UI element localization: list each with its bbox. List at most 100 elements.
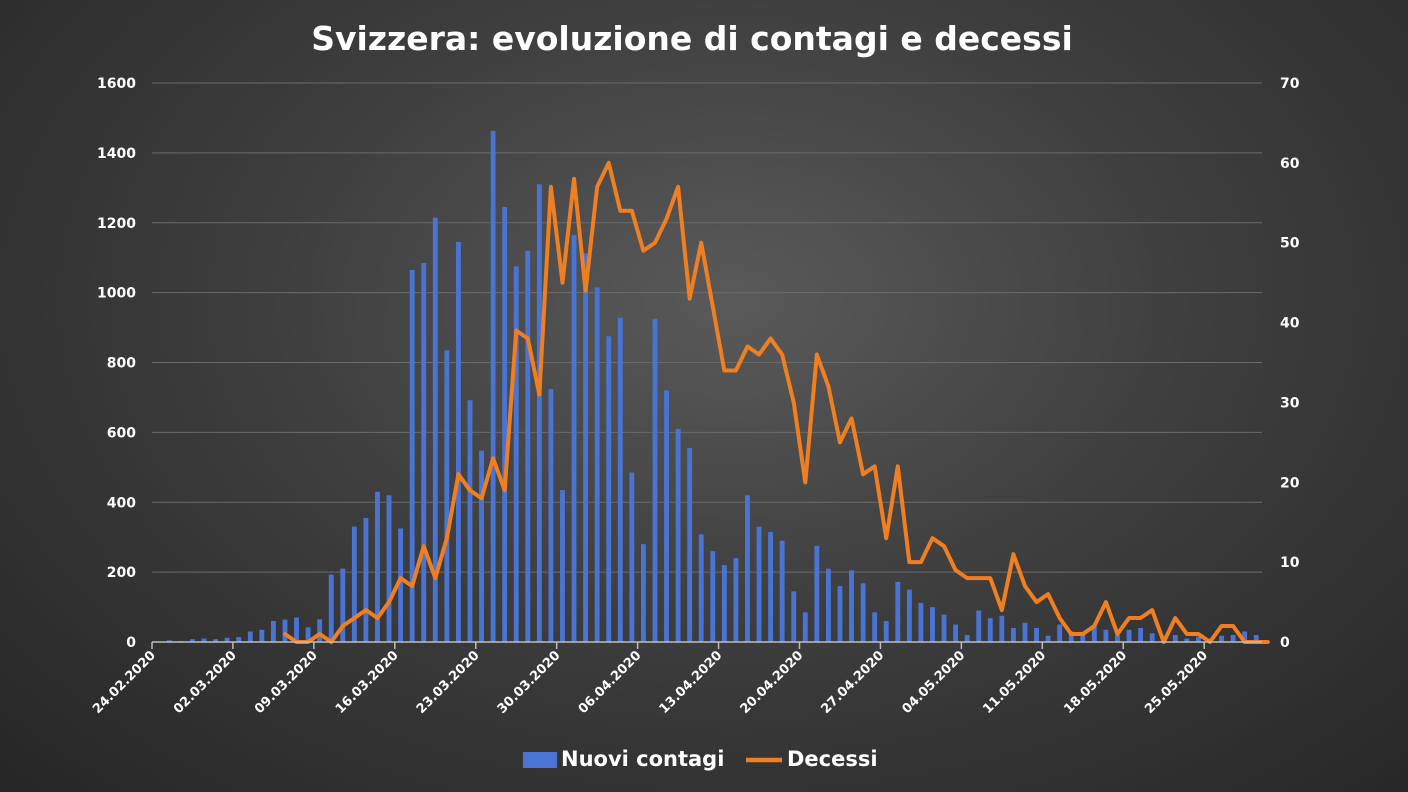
- bar-nuovi-contagi: [756, 526, 762, 642]
- bar-nuovi-contagi: [825, 568, 831, 642]
- right-tick-label: 0: [1280, 635, 1290, 651]
- right-tick-label: 70: [1280, 76, 1300, 92]
- bar-nuovi-contagi: [1034, 628, 1039, 642]
- left-tick-label: 400: [107, 495, 136, 511]
- bar-nuovi-contagi: [953, 624, 959, 642]
- x-tick-label: 13.04.2020: [657, 648, 726, 717]
- right-tick-label: 40: [1280, 316, 1300, 332]
- bar-nuovi-contagi: [814, 545, 820, 642]
- bar-nuovi-contagi: [976, 610, 982, 642]
- bar-nuovi-contagi: [294, 617, 299, 642]
- bar-nuovi-contagi: [987, 618, 993, 642]
- bar-nuovi-contagi: [455, 241, 461, 642]
- bars-nuovi-contagi: [155, 130, 1259, 643]
- left-tick-label: 0: [126, 635, 136, 651]
- right-y-axis: 0 10 20 30 40 50 60 70: [1280, 76, 1300, 651]
- bar-nuovi-contagi: [270, 621, 276, 642]
- bar-nuovi-contagi: [594, 287, 600, 642]
- bar-nuovi-contagi: [236, 637, 242, 642]
- line-decessi-path: [282, 160, 1270, 644]
- bar-nuovi-contagi: [1045, 635, 1051, 642]
- bar-nuovi-contagi: [629, 472, 635, 642]
- left-tick-label: 1400: [97, 146, 136, 162]
- bar-nuovi-contagi: [964, 635, 970, 642]
- left-tick-label: 1000: [97, 286, 136, 302]
- legend: Nuovi contagi Decessi: [523, 747, 878, 771]
- bar-nuovi-contagi: [1149, 633, 1155, 642]
- bar-nuovi-contagi: [479, 450, 484, 642]
- legend-label-decessi: Decessi: [787, 747, 878, 771]
- bar-nuovi-contagi: [502, 207, 508, 642]
- bar-nuovi-contagi: [906, 589, 912, 642]
- bar-nuovi-contagi: [536, 184, 542, 642]
- gridlines: [152, 82, 1262, 573]
- bar-nuovi-contagi: [675, 428, 681, 642]
- bar-nuovi-contagi: [837, 586, 843, 642]
- bar-nuovi-contagi: [1091, 626, 1097, 642]
- bar-nuovi-contagi: [409, 269, 415, 642]
- bar-nuovi-contagi: [1080, 633, 1086, 642]
- bar-nuovi-contagi: [201, 638, 207, 642]
- bar-nuovi-contagi: [860, 583, 866, 642]
- bar-nuovi-contagi: [190, 639, 195, 642]
- bar-nuovi-contagi: [386, 495, 392, 642]
- bar-nuovi-contagi: [305, 627, 311, 642]
- bar-nuovi-contagi: [687, 448, 693, 642]
- bar-nuovi-contagi: [1103, 629, 1109, 642]
- bar-nuovi-contagi: [1022, 622, 1028, 642]
- bar-nuovi-contagi: [548, 389, 554, 642]
- x-tick-label: 18.05.2020: [1061, 648, 1130, 717]
- bar-nuovi-contagi: [1068, 631, 1074, 642]
- bar-nuovi-contagi: [710, 551, 716, 642]
- bar-nuovi-contagi: [791, 591, 797, 642]
- right-tick-label: 20: [1280, 475, 1300, 491]
- bar-nuovi-contagi: [872, 612, 878, 642]
- bar-nuovi-contagi: [467, 400, 473, 642]
- bar-nuovi-contagi: [721, 565, 727, 642]
- bar-nuovi-contagi: [1172, 635, 1178, 642]
- bar-nuovi-contagi: [398, 528, 404, 642]
- bar-nuovi-contagi: [664, 390, 669, 642]
- bar-nuovi-contagi: [1195, 636, 1201, 642]
- bar-nuovi-contagi: [895, 581, 901, 642]
- bar-nuovi-contagi: [525, 250, 531, 642]
- left-tick-label: 600: [107, 425, 136, 441]
- bar-nuovi-contagi: [432, 217, 438, 642]
- x-tick-label: 09.03.2020: [252, 648, 321, 717]
- bar-nuovi-contagi: [317, 619, 323, 642]
- left-tick-label: 200: [107, 565, 136, 581]
- bar-nuovi-contagi: [166, 640, 172, 642]
- bar-nuovi-contagi: [1057, 624, 1063, 642]
- left-tick-label: 800: [107, 356, 136, 372]
- right-tick-label: 50: [1280, 236, 1300, 252]
- bar-nuovi-contagi: [375, 491, 380, 642]
- x-tick-label: 11.05.2020: [980, 648, 1049, 717]
- x-tick-label: 02.03.2020: [171, 648, 240, 717]
- bar-nuovi-contagi: [213, 639, 219, 642]
- bar-nuovi-contagi: [444, 350, 450, 642]
- bar-nuovi-contagi: [606, 336, 612, 642]
- bar-nuovi-contagi: [698, 534, 704, 642]
- x-axis: 24.02.2020 02.03.2020 09.03.2020 16.03.2020…: [90, 641, 1262, 717]
- bar-nuovi-contagi: [733, 558, 739, 642]
- x-tick-label: 16.03.2020: [333, 648, 402, 717]
- bar-nuovi-contagi: [617, 317, 623, 642]
- bar-nuovi-contagi: [1253, 635, 1259, 642]
- x-tick-label: 24.02.2020: [90, 648, 159, 717]
- bar-nuovi-contagi: [849, 570, 854, 642]
- bar-nuovi-contagi: [941, 614, 947, 642]
- bar-nuovi-contagi: [745, 495, 750, 642]
- bar-nuovi-contagi: [247, 631, 253, 642]
- bar-nuovi-contagi: [1115, 635, 1120, 642]
- bar-nuovi-contagi: [421, 262, 427, 642]
- bar-nuovi-contagi: [883, 621, 889, 642]
- x-tick-label: 25.05.2020: [1142, 648, 1211, 717]
- line-decessi: [282, 160, 1270, 644]
- chart-title: Svizzera: evoluzione di contagi e decess…: [311, 19, 1073, 58]
- legend-label-nuovi-contagi: Nuovi contagi: [561, 747, 724, 771]
- right-tick-label: 30: [1280, 395, 1300, 411]
- bar-nuovi-contagi: [1242, 631, 1248, 642]
- bar-nuovi-contagi: [583, 253, 589, 642]
